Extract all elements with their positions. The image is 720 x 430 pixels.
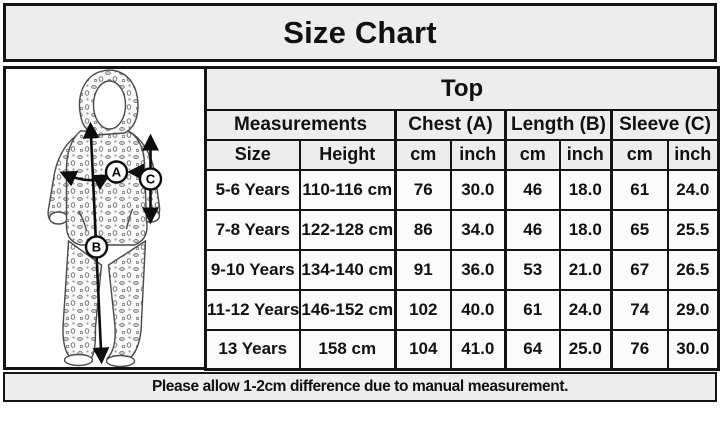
table-row: 11-12 Years 146-152 cm 102 40.0 61 24.0 … (204, 288, 720, 331)
length-inch-cell: 18.0 (558, 168, 613, 211)
col-header-length-cm: cm (504, 138, 561, 171)
title-bar: Size Chart (3, 3, 717, 62)
height-cell: 110-116 cm (298, 168, 397, 211)
sleeve-inch-cell: 26.5 (666, 248, 720, 291)
length-cm-cell: 53 (504, 248, 561, 291)
length-cm-cell: 64 (504, 328, 561, 371)
length-inch-cell: 25.0 (558, 328, 613, 371)
sleeve-label: C (146, 172, 156, 187)
chest-arrow (59, 170, 111, 190)
table-row: 5-6 Years 110-116 cm 76 30.0 46 18.0 61 … (204, 168, 720, 211)
chest-cm-cell: 104 (394, 328, 452, 371)
chest-cm-cell: 102 (394, 288, 452, 331)
length-inch-cell: 21.0 (558, 248, 613, 291)
sleeve-cm-cell: 67 (610, 248, 669, 291)
size-cell: 11-12 Years (204, 288, 301, 331)
col-header-sleeve-cm: cm (610, 138, 669, 171)
table-row: 7-8 Years 122-128 cm 86 34.0 46 18.0 65 … (204, 208, 720, 251)
chest-label: A (112, 165, 122, 180)
table-row: 9-10 Years 134-140 cm 91 36.0 53 21.0 67… (204, 248, 720, 291)
sleeve-cm-cell: 76 (610, 328, 669, 371)
sleeve-inch-cell: 29.0 (666, 288, 720, 331)
col-header-length-inch: inch (558, 138, 613, 171)
size-cell: 9-10 Years (204, 248, 301, 291)
size-cell: 7-8 Years (204, 208, 301, 251)
table-row: 13 Years 158 cm 104 41.0 64 25.0 76 30.0 (204, 328, 720, 371)
sleeve-inch-cell: 25.5 (666, 208, 720, 251)
chest-cm-cell: 91 (394, 248, 452, 291)
chest-cm-cell: 86 (394, 208, 452, 251)
chest-inch-cell: 40.0 (449, 288, 507, 331)
main-region: A B C Top Measurements (3, 66, 720, 371)
height-cell: 134-140 cm (298, 248, 397, 291)
length-cm-cell: 46 (504, 208, 561, 251)
chest-cm-cell: 76 (394, 168, 452, 211)
chest-inch-cell: 30.0 (449, 168, 507, 211)
length-inch-cell: 24.0 (558, 288, 613, 331)
sleeve-cm-cell: 65 (610, 208, 669, 251)
height-cell: 122-128 cm (298, 208, 397, 251)
height-cell: 158 cm (298, 328, 397, 371)
sleeve-inch-cell: 30.0 (666, 328, 720, 371)
size-table: Top Measurements Chest (A) Length (B) Sl… (204, 66, 720, 371)
garment-diagram: A B C (3, 66, 204, 370)
length-cm-cell: 46 (504, 168, 561, 211)
chest-inch-cell: 36.0 (449, 248, 507, 291)
col-header-size: Size (204, 138, 301, 171)
length-cm-cell: 61 (504, 288, 561, 331)
chest-inch-cell: 41.0 (449, 328, 507, 371)
size-cell: 13 Years (204, 328, 301, 371)
length-label: B (92, 240, 101, 255)
chest-inch-cell: 34.0 (449, 208, 507, 251)
col-header-chest-cm: cm (394, 138, 452, 171)
sleeve-cm-cell: 61 (610, 168, 669, 211)
col-header-height: Height (298, 138, 397, 171)
footnote-text: Please allow 1-2cm difference due to man… (151, 378, 569, 395)
length-inch-cell: 18.0 (558, 208, 613, 251)
size-cell: 5-6 Years (204, 168, 301, 211)
sleeve-inch-cell: 24.0 (666, 168, 720, 211)
table-section-header: Top (204, 66, 720, 111)
measurement-labels: A B C (84, 160, 163, 259)
col-header-chest-inch: inch (449, 138, 507, 171)
col-header-sleeve-inch: inch (666, 138, 720, 171)
height-cell: 146-152 cm (298, 288, 397, 331)
onesie-body (47, 69, 161, 367)
col-group-length: Length (B) (504, 108, 613, 141)
onesie-illustration: A B C (47, 69, 163, 367)
col-group-sleeve: Sleeve (C) (609, 108, 720, 141)
page-title: Size Chart (283, 14, 437, 50)
col-group-measurements: Measurements (204, 108, 397, 141)
col-group-chest: Chest (A) (394, 108, 507, 141)
footnote-bar: Please allow 1-2cm difference due to man… (3, 372, 717, 402)
sleeve-cm-cell: 74 (610, 288, 669, 331)
